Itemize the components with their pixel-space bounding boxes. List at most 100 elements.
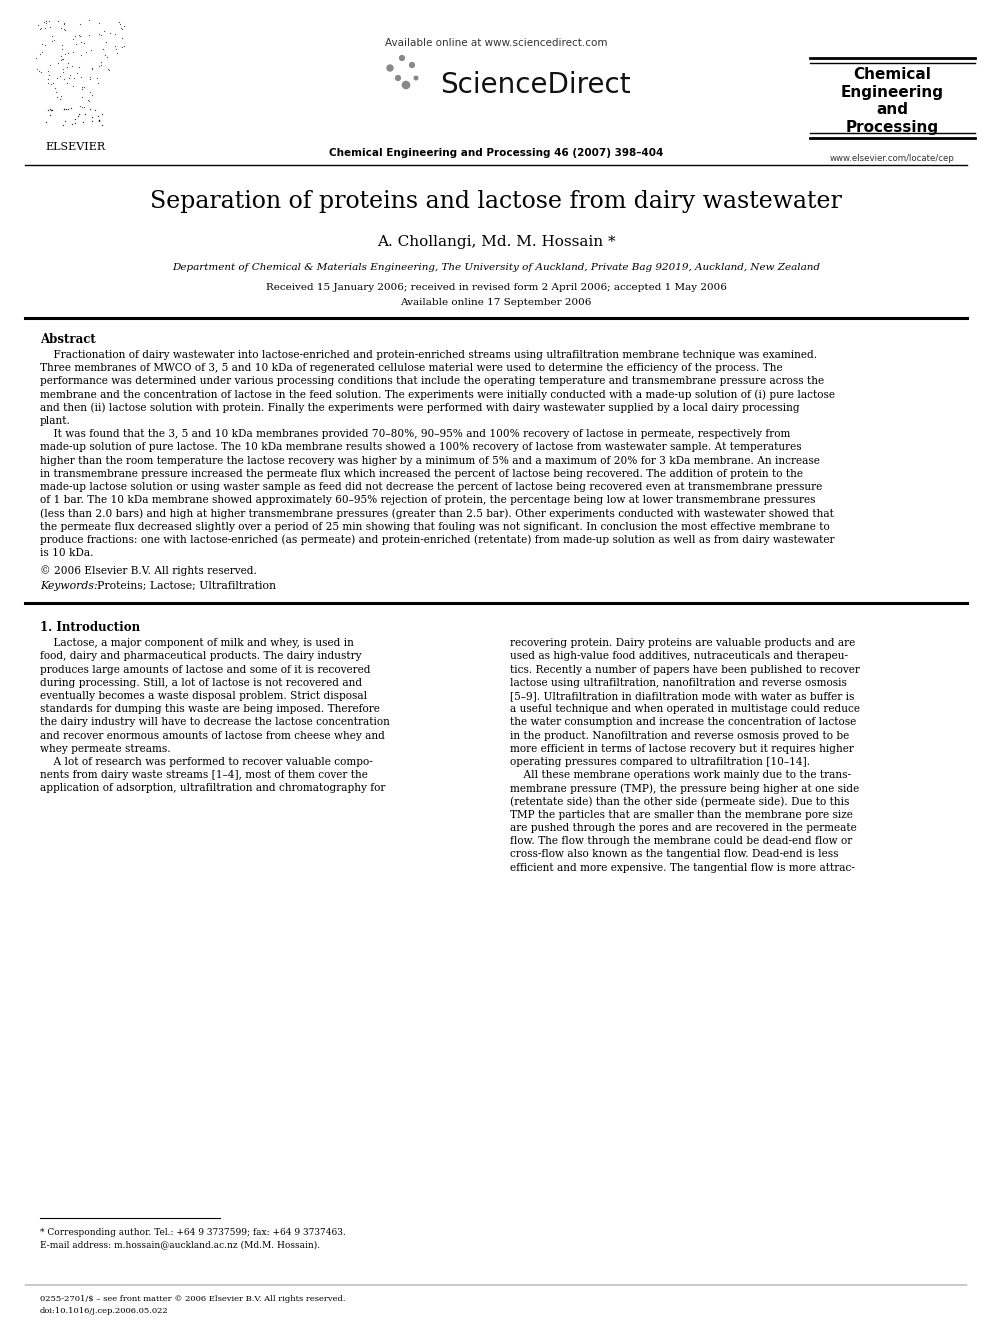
Point (41, 11, 57, 32)
Point (99, 46, 115, 67)
Point (37, 17, 53, 38)
Point (65, 67, 81, 89)
Point (71, 25, 87, 46)
Point (77, 42, 93, 64)
Point (73, 86, 89, 107)
Point (91, 110, 107, 131)
Point (84, 57, 100, 78)
Point (98, 32, 114, 53)
Text: membrane and the concentration of lactose in the feed solution. The experiments : membrane and the concentration of lactos… (40, 389, 835, 400)
Text: Three membranes of MWCO of 3, 5 and 10 kDa of regenerated cellulose material wer: Three membranes of MWCO of 3, 5 and 10 k… (40, 364, 783, 373)
Text: in transmembrane pressure increased the permeate flux which increased the percen: in transmembrane pressure increased the … (40, 468, 803, 479)
Point (73, 97, 89, 118)
Text: standards for dumping this waste are being imposed. Therefore: standards for dumping this waste are bei… (40, 704, 380, 714)
Point (69, 62, 85, 83)
Text: the water consumption and increase the concentration of lactose: the water consumption and increase the c… (510, 717, 856, 728)
Point (43, 99, 59, 120)
Point (86, 99, 102, 120)
Text: lactose using ultrafiltration, nanofiltration and reverse osmosis: lactose using ultrafiltration, nanofiltr… (510, 677, 847, 688)
Point (57, 110, 72, 131)
Circle shape (415, 77, 418, 79)
Point (57, 19, 72, 40)
Text: nents from dairy waste streams [1–4], most of them cover the: nents from dairy waste streams [1–4], mo… (40, 770, 368, 781)
Point (54, 17, 69, 38)
Point (96, 21, 112, 42)
Text: operating pressures compared to ultrafiltration [10–14].: operating pressures compared to ultrafil… (510, 757, 810, 767)
Point (59, 98, 74, 119)
Text: cross-flow also known as the tangential flow. Dead-end is less: cross-flow also known as the tangential … (510, 849, 838, 860)
Point (53, 66, 68, 87)
Point (114, 26, 130, 48)
Point (57, 13, 72, 34)
Text: [5–9]. Ultrafiltration in diafiltration mode with water as buffer is: [5–9]. Ultrafiltration in diafiltration … (510, 691, 854, 701)
Point (50, 52, 65, 73)
Point (100, 58, 116, 79)
Point (48, 81, 63, 102)
Point (114, 19, 130, 40)
Point (44, 25, 60, 46)
Point (116, 16, 132, 37)
Text: tics. Recently a number of papers have been published to recover: tics. Recently a number of papers have b… (510, 664, 860, 675)
Point (47, 78, 62, 99)
Point (71, 103, 87, 124)
Point (91, 13, 107, 34)
Text: plant.: plant. (40, 415, 70, 426)
Text: doi:10.1016/j.cep.2006.05.022: doi:10.1016/j.cep.2006.05.022 (40, 1307, 169, 1315)
Point (36, 12, 52, 33)
Point (33, 19, 49, 40)
Point (88, 67, 104, 89)
Point (57, 44, 72, 65)
Point (34, 42, 50, 64)
Point (80, 90, 96, 111)
Point (94, 103, 110, 124)
Text: Available online at www.sciencedirect.com: Available online at www.sciencedirect.co… (385, 38, 607, 48)
Text: and then (ii) lactose solution with protein. Finally the experiments were perfor: and then (ii) lactose solution with prot… (40, 402, 800, 413)
Text: Received 15 January 2006; received in revised form 2 April 2006; accepted 1 May : Received 15 January 2006; received in re… (266, 283, 726, 292)
Point (81, 81, 97, 102)
Point (38, 12, 54, 33)
Point (71, 24, 87, 45)
Text: TMP the particles that are smaller than the membrane pore size: TMP the particles that are smaller than … (510, 810, 853, 820)
Text: ScienceDirect: ScienceDirect (440, 71, 631, 99)
Point (54, 86, 69, 107)
Point (64, 41, 80, 62)
Point (60, 52, 75, 73)
Text: ELSEVIER: ELSEVIER (45, 142, 105, 152)
Text: © 2006 Elsevier B.V. All rights reserved.: © 2006 Elsevier B.V. All rights reserved… (40, 565, 257, 576)
Point (100, 60, 116, 81)
Point (92, 52, 108, 73)
Point (70, 106, 86, 127)
Point (71, 57, 87, 78)
Point (63, 98, 79, 119)
Text: are pushed through the pores and are recovered in the permeate: are pushed through the pores and are rec… (510, 823, 857, 833)
Point (84, 107, 100, 128)
Point (61, 99, 76, 120)
Text: and recover enormous amounts of lactose from cheese whey and: and recover enormous amounts of lactose … (40, 730, 385, 741)
Text: Separation of proteins and lactose from dairy wastewater: Separation of proteins and lactose from … (150, 191, 842, 213)
Point (73, 45, 89, 66)
Text: produces large amounts of lactose and some of it is recovered: produces large amounts of lactose and so… (40, 664, 370, 675)
Point (97, 44, 113, 65)
Point (81, 25, 97, 46)
Point (58, 20, 73, 41)
Point (57, 99, 72, 120)
Point (56, 48, 71, 69)
Point (57, 99, 72, 120)
Text: Proteins; Lactose; Ultrafiltration: Proteins; Lactose; Ultrafiltration (90, 581, 276, 591)
Point (72, 66, 88, 87)
Text: the permeate flux decreased slightly over a period of 25 min showing that foulin: the permeate flux decreased slightly ove… (40, 521, 829, 532)
Point (60, 56, 75, 77)
Text: is 10 kDa.: is 10 kDa. (40, 548, 93, 558)
Point (72, 13, 88, 34)
Point (38, 11, 54, 32)
Point (112, 13, 128, 34)
Point (95, 38, 111, 60)
Text: A lot of research was performed to recover valuable compo-: A lot of research was performed to recov… (40, 757, 373, 767)
Text: application of adsorption, ultrafiltration and chromatography for: application of adsorption, ultrafiltrati… (40, 783, 385, 794)
Point (67, 108, 83, 130)
Point (33, 61, 49, 82)
Text: A. Chollangi, Md. M. Hossain *: A. Chollangi, Md. M. Hossain * (377, 235, 615, 249)
Point (62, 65, 78, 86)
Point (91, 24, 107, 45)
Text: 1. Introduction: 1. Introduction (40, 622, 140, 634)
